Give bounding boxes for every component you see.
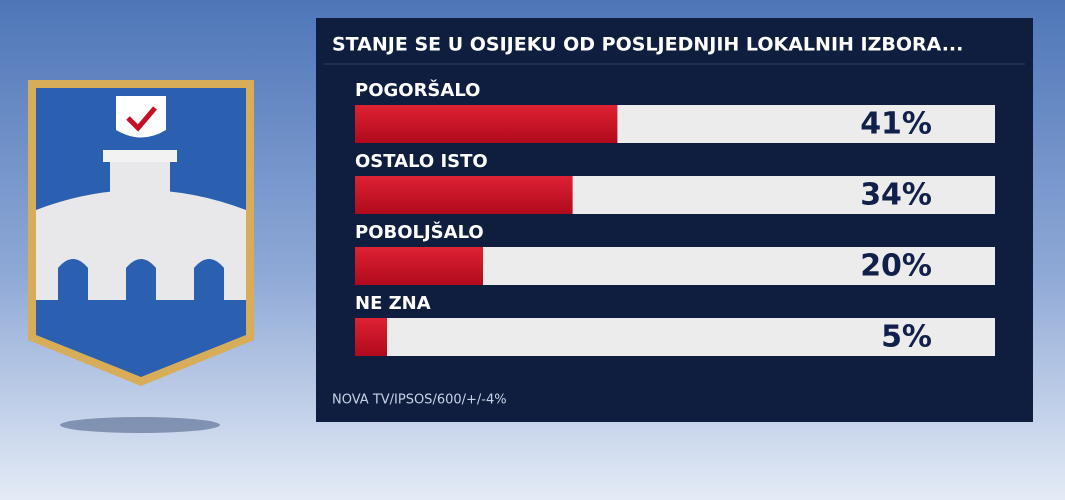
panel xyxy=(316,18,1033,422)
bar-track xyxy=(355,318,995,356)
category-label: NE ZNA xyxy=(355,293,431,314)
value-label: 34% xyxy=(860,178,932,213)
value-label: 5% xyxy=(881,320,932,355)
category-label: OSTALO ISTO xyxy=(355,151,488,172)
category-label: POGORŠALO xyxy=(355,79,480,101)
chart-title: STANJE SE U OSIJEKU OD POSLJEDNJIH LOKAL… xyxy=(332,34,963,56)
coat-of-arms xyxy=(28,80,254,433)
bar xyxy=(355,176,573,214)
bar xyxy=(355,318,387,356)
category-label: POBOLJŠALO xyxy=(355,221,484,243)
source: NOVA TV/IPSOS/600/+/-4% xyxy=(332,393,507,408)
bar xyxy=(355,247,483,285)
value-label: 20% xyxy=(860,249,932,284)
value-label: 41% xyxy=(860,107,932,142)
bar xyxy=(355,105,618,143)
